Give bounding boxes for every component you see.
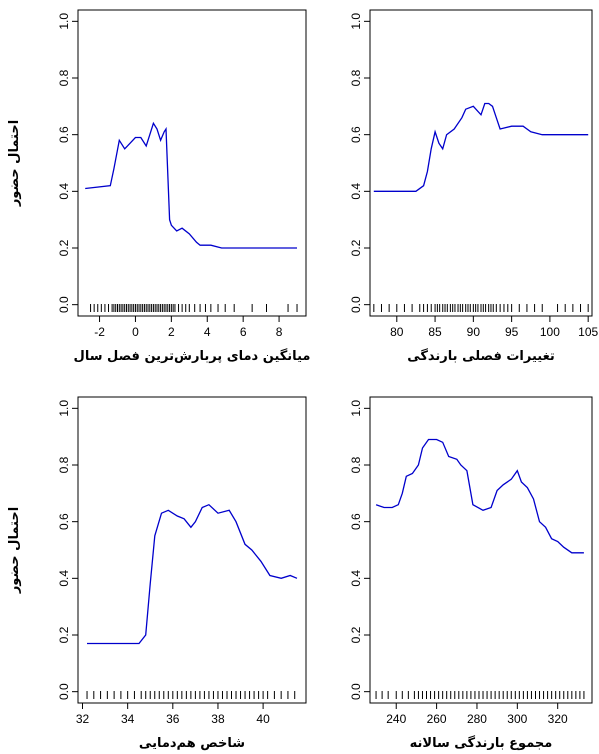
y-tick-label: 0.2 (57, 626, 71, 643)
y-tick-label: 0.8 (349, 69, 363, 86)
x-tick-label: 32 (76, 712, 90, 726)
y-tick-label: 0.2 (57, 239, 71, 256)
y-tick-label: 0.4 (349, 183, 363, 200)
x-tick-label: 40 (256, 712, 270, 726)
series-line (85, 121, 297, 249)
x-tick-label: 0 (132, 325, 139, 339)
series-line (87, 503, 298, 645)
y-tick-label: 0.0 (349, 683, 363, 700)
x-tick-label: 2 (168, 325, 175, 339)
x-tick-label: 320 (548, 712, 568, 726)
y-axis-title: احتمال حضور (7, 507, 22, 594)
y-tick-label: 0.6 (349, 126, 363, 143)
x-axis-title: مجموع بارندگی سالانه (410, 735, 553, 751)
y-tick-label: 0.2 (349, 239, 363, 256)
x-axis-title: تغییرات فصلی بارندگی (407, 348, 555, 364)
y-tick-label: 1.0 (349, 400, 363, 417)
y-tick-label: 0.6 (57, 126, 71, 143)
panel-seasonal-temperature: 0.0 0.2 0.4 0.6 0.8 1.0 -2 0 2 4 6 8 میانگین دمای پر… (7, 9, 311, 364)
y-tick-label: 0.8 (349, 456, 363, 473)
x-tick-label: 38 (211, 712, 225, 726)
y-tick-label: 1.0 (57, 400, 71, 417)
y-tick-label: 0.2 (349, 626, 363, 643)
panel-annual-precipitation: 0.0 0.2 0.4 0.6 0.8 1.0 240 260 280 300 320 مجموع ب… (349, 396, 593, 751)
x-tick-label: 260 (427, 712, 447, 726)
x-tick-label: 6 (240, 325, 247, 339)
y-tick-label: 0.0 (57, 683, 71, 700)
x-tick-label: 80 (390, 325, 404, 339)
y-axis-title: احتمال حضور (7, 120, 22, 207)
y-tick-label: 0.8 (57, 456, 71, 473)
y-tick-label: 0.4 (57, 183, 71, 200)
x-tick-label: 105 (578, 325, 598, 339)
x-tick-label: 90 (467, 325, 481, 339)
y-tick-label: 0.6 (349, 513, 363, 530)
x-tick-label: 8 (276, 325, 283, 339)
x-tick-label: 34 (121, 712, 135, 726)
plot-frame (369, 396, 593, 704)
y-tick-label: 1.0 (349, 13, 363, 30)
plot-frame (77, 396, 307, 704)
x-tick-label: 36 (166, 712, 180, 726)
series-line (375, 438, 584, 554)
y-tick-label: 0.4 (57, 570, 71, 587)
y-tick-label: 0.6 (57, 513, 71, 530)
y-tick-label: 1.0 (57, 13, 71, 30)
panel-isothermality: 0.0 0.2 0.4 0.6 0.8 1.0 32 34 36 38 40 شاخص هم‌دمای… (7, 396, 307, 751)
y-tick-label: 0.8 (57, 69, 71, 86)
x-tick-label: 95 (505, 325, 519, 339)
y-tick-label: 0.4 (349, 570, 363, 587)
plot-frame (77, 9, 307, 317)
panel-precipitation-seasonality: 0.0 0.2 0.4 0.6 0.8 1.0 80 85 90 95 100 105 تغییرات … (349, 9, 599, 364)
x-tick-label: 280 (467, 712, 487, 726)
series-line (373, 102, 589, 192)
x-tick-label: 300 (507, 712, 527, 726)
y-tick-label: 0.0 (57, 296, 71, 313)
x-axis-title: میانگین دمای پربارش‌ترین فصل سال (74, 348, 311, 364)
x-tick-label: 100 (540, 325, 560, 339)
x-tick-label: 240 (386, 712, 406, 726)
x-tick-label: 4 (204, 325, 211, 339)
y-tick-label: 0.0 (349, 296, 363, 313)
x-tick-label: -2 (94, 325, 105, 339)
x-tick-label: 85 (428, 325, 442, 339)
plot-frame (369, 9, 593, 317)
x-axis-title: شاخص هم‌دمایی (139, 736, 245, 751)
